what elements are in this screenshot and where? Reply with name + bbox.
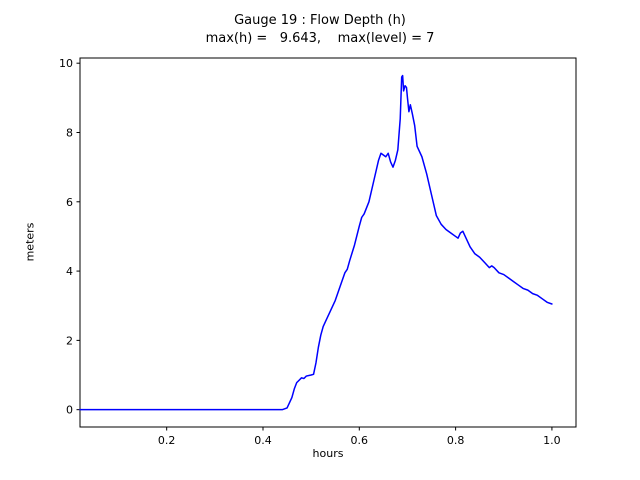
chart-title: Gauge 19 : Flow Depth (h): [234, 13, 406, 28]
y-tick-label: 10: [59, 57, 73, 70]
y-tick-label: 0: [66, 404, 73, 417]
x-tick-label: 1.0: [543, 434, 561, 447]
y-tick-label: 2: [66, 334, 73, 347]
y-tick-label: 6: [66, 196, 73, 209]
x-tick-label: 0.6: [351, 434, 369, 447]
x-axis-label: hours: [312, 447, 344, 460]
flow-depth-line: [79, 74, 553, 411]
axes-frame: [79, 57, 577, 428]
x-tick-label: 0.2: [158, 434, 176, 447]
x-tick-label: 0.4: [254, 434, 272, 447]
chart-title-block: Gauge 19 : Flow Depth (h) max(h) = 9.643…: [0, 12, 640, 48]
y-tick-label: 4: [66, 265, 73, 278]
x-tick-label: 0.8: [447, 434, 465, 447]
chart-subtitle: max(h) = 9.643, max(level) = 7: [205, 31, 435, 47]
y-tick-label: 8: [66, 126, 73, 139]
